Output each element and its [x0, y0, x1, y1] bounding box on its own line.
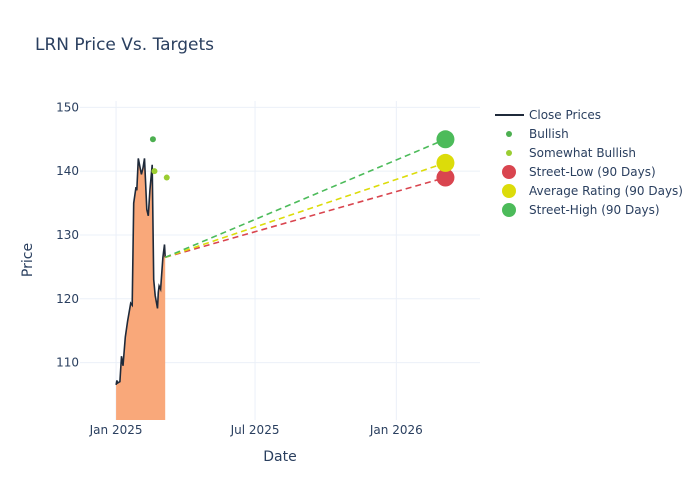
legend: Close Prices Bullish Somewhat Bullish Stree…: [495, 108, 683, 217]
target-marker: [436, 130, 455, 149]
y-tick-label: 140: [56, 164, 79, 178]
x-tick-label: Jan 2026: [369, 423, 423, 437]
target-trend-line: [164, 162, 446, 259]
legend-dot-swatch: [506, 150, 512, 156]
rating-point: [163, 174, 170, 181]
y-tick-label: 150: [56, 100, 79, 114]
y-tick-label: 120: [56, 292, 79, 306]
legend-label: Bullish: [529, 127, 569, 141]
rating-point: [151, 168, 158, 175]
legend-label: Somewhat Bullish: [529, 146, 636, 160]
x-axis: Jan 2025 Jul 2025 Jan 2026: [89, 423, 423, 437]
target-marker: [436, 153, 455, 172]
x-tick-label: Jan 2025: [89, 423, 143, 437]
price-area-fill: [116, 158, 166, 420]
target-trend-line: [165, 176, 446, 259]
x-tick-label: Jul 2025: [230, 423, 280, 437]
legend-marker-swatch: [502, 165, 516, 179]
legend-label: Street-High (90 Days): [529, 203, 660, 217]
legend-label: Street-Low (90 Days): [529, 165, 656, 179]
target-marker: [436, 168, 455, 187]
y-axis: 110 120 130 140 150: [56, 100, 79, 369]
close-price-line: [115, 158, 166, 386]
legend-dot-swatch: [506, 131, 512, 137]
x-axis-title: Date: [263, 449, 296, 465]
legend-marker-swatch: [502, 203, 516, 217]
y-tick-label: 110: [56, 356, 79, 370]
y-axis-title: Price: [20, 243, 36, 277]
y-tick-label: 130: [56, 228, 79, 242]
legend-label: Close Prices: [529, 108, 601, 122]
target-trend-line: [164, 138, 446, 259]
legend-label: Average Rating (90 Days): [529, 184, 683, 198]
legend-marker-swatch: [502, 184, 516, 198]
rating-point: [149, 136, 156, 143]
plot-area: [115, 130, 455, 420]
chart-title: LRN Price Vs. Targets: [35, 35, 214, 55]
